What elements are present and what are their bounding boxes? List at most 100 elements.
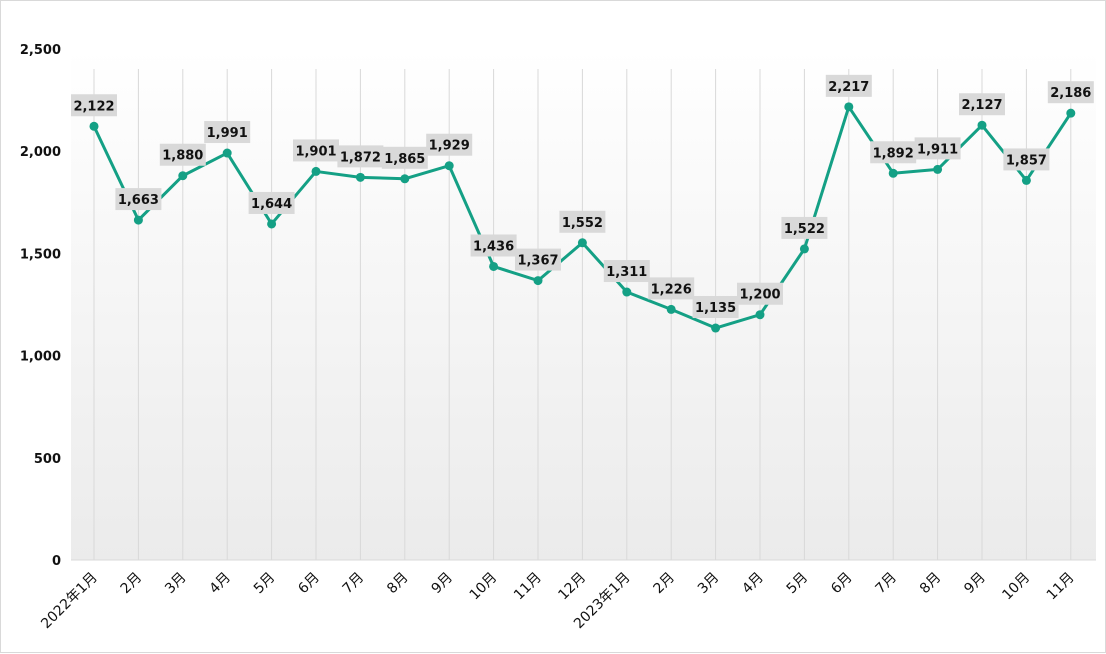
data-label-box (737, 282, 783, 305)
data-point (755, 310, 765, 320)
data-point (711, 323, 721, 333)
x-tick-label: 4月 (739, 570, 767, 598)
data-point (577, 238, 587, 248)
x-tick-label: 8月 (384, 570, 412, 598)
data-point (844, 102, 854, 112)
x-tick-label: 2月 (651, 570, 679, 598)
y-tick-label: 500 (34, 452, 61, 467)
x-tick-label: 6月 (828, 570, 856, 598)
data-label-box (870, 141, 917, 164)
x-tick-label: 12月 (555, 570, 589, 604)
data-label-box (603, 260, 650, 283)
x-tick-label: 10月 (467, 570, 501, 604)
data-label: 1,200 (739, 288, 780, 303)
data-label-box (293, 139, 339, 162)
data-label: 1,865 (384, 152, 425, 167)
data-label: 1,857 (1006, 153, 1047, 168)
data-point (89, 121, 99, 131)
data-label-box (781, 216, 828, 239)
data-label: 1,311 (606, 265, 647, 280)
y-tick-label: 1,500 (20, 247, 61, 262)
data-point (133, 215, 143, 225)
data-label-box (1003, 148, 1050, 171)
data-point (222, 148, 232, 158)
x-tick-label: 5月 (784, 570, 812, 598)
x-tick-label: 7月 (340, 570, 368, 598)
data-point (1021, 175, 1031, 185)
data-point (622, 287, 632, 297)
data-label-box (71, 94, 117, 117)
data-label: 1,663 (118, 193, 159, 208)
data-point (311, 166, 321, 176)
data-label: 1,226 (651, 282, 692, 297)
data-point (400, 174, 410, 184)
x-tick-label: 2月 (118, 570, 146, 598)
data-label: 1,929 (429, 139, 470, 154)
data-label: 1,644 (251, 197, 292, 212)
x-tick-label: 9月 (961, 570, 989, 598)
x-tick-label: 11月 (511, 570, 545, 604)
data-label: 1,880 (162, 149, 203, 164)
data-label: 1,991 (207, 126, 248, 141)
data-label: 1,135 (695, 301, 736, 316)
x-tick-label: 4月 (207, 570, 235, 598)
x-tick-label: 6月 (295, 570, 323, 598)
x-tick-label: 8月 (917, 570, 945, 598)
data-label-box (959, 93, 1005, 116)
x-tick-label: 3月 (695, 570, 723, 598)
data-point (933, 164, 943, 174)
data-label-box (825, 74, 872, 97)
data-label-box (559, 210, 606, 233)
y-axis: 0 500 1,000 1,500 2,000 2,500 (20, 43, 61, 569)
x-tick-label: 3月 (162, 570, 190, 598)
data-point (977, 120, 987, 130)
data-labels: 2,122 1,663 1,880 1,991 1,644 1,901 1,872 1,865… (71, 74, 1094, 319)
data-label-box (337, 145, 384, 168)
y-tick-label: 2,500 (20, 43, 61, 58)
data-label-box (515, 248, 561, 271)
data-point (489, 261, 499, 271)
data-label: 1,872 (340, 150, 381, 165)
data-label: 1,367 (517, 254, 558, 269)
data-label-box (914, 137, 961, 160)
data-point (666, 304, 676, 314)
y-tick-label: 1,000 (20, 350, 61, 365)
data-label-box (426, 133, 473, 156)
data-label: 2,122 (73, 99, 114, 114)
data-label-box (204, 121, 251, 144)
x-tick-label: 11月 (1044, 570, 1078, 604)
data-label: 2,217 (828, 80, 869, 95)
data-label: 1,522 (784, 222, 825, 237)
data-point (533, 276, 543, 286)
data-point (267, 219, 277, 229)
y-tick-label: 2,000 (20, 145, 61, 160)
x-tick-label: 9月 (429, 570, 457, 598)
data-point (178, 171, 188, 181)
data-label-box (115, 188, 162, 211)
data-point (444, 161, 454, 171)
data-label-box (248, 191, 295, 214)
data-label-box (692, 296, 739, 319)
data-label: 2,127 (961, 98, 1002, 113)
x-tick-label: 7月 (873, 570, 901, 598)
x-tick-label: 2022年1月 (38, 570, 101, 633)
data-label-box (470, 234, 517, 257)
data-point (888, 168, 898, 178)
data-point (1066, 108, 1076, 118)
data-label-box (648, 277, 695, 300)
data-label-box (1047, 81, 1094, 104)
data-point (799, 244, 809, 254)
data-label: 1,901 (295, 144, 336, 159)
data-label: 1,436 (473, 239, 514, 254)
data-label: 1,552 (562, 216, 603, 231)
y-tick-label: 0 (52, 554, 61, 569)
data-label-box (159, 143, 206, 166)
data-label-box (381, 146, 428, 169)
x-tick-label: 5月 (251, 570, 279, 598)
data-label: 1,911 (917, 142, 958, 157)
x-tick-label: 10月 (999, 570, 1033, 604)
data-point (355, 172, 365, 182)
